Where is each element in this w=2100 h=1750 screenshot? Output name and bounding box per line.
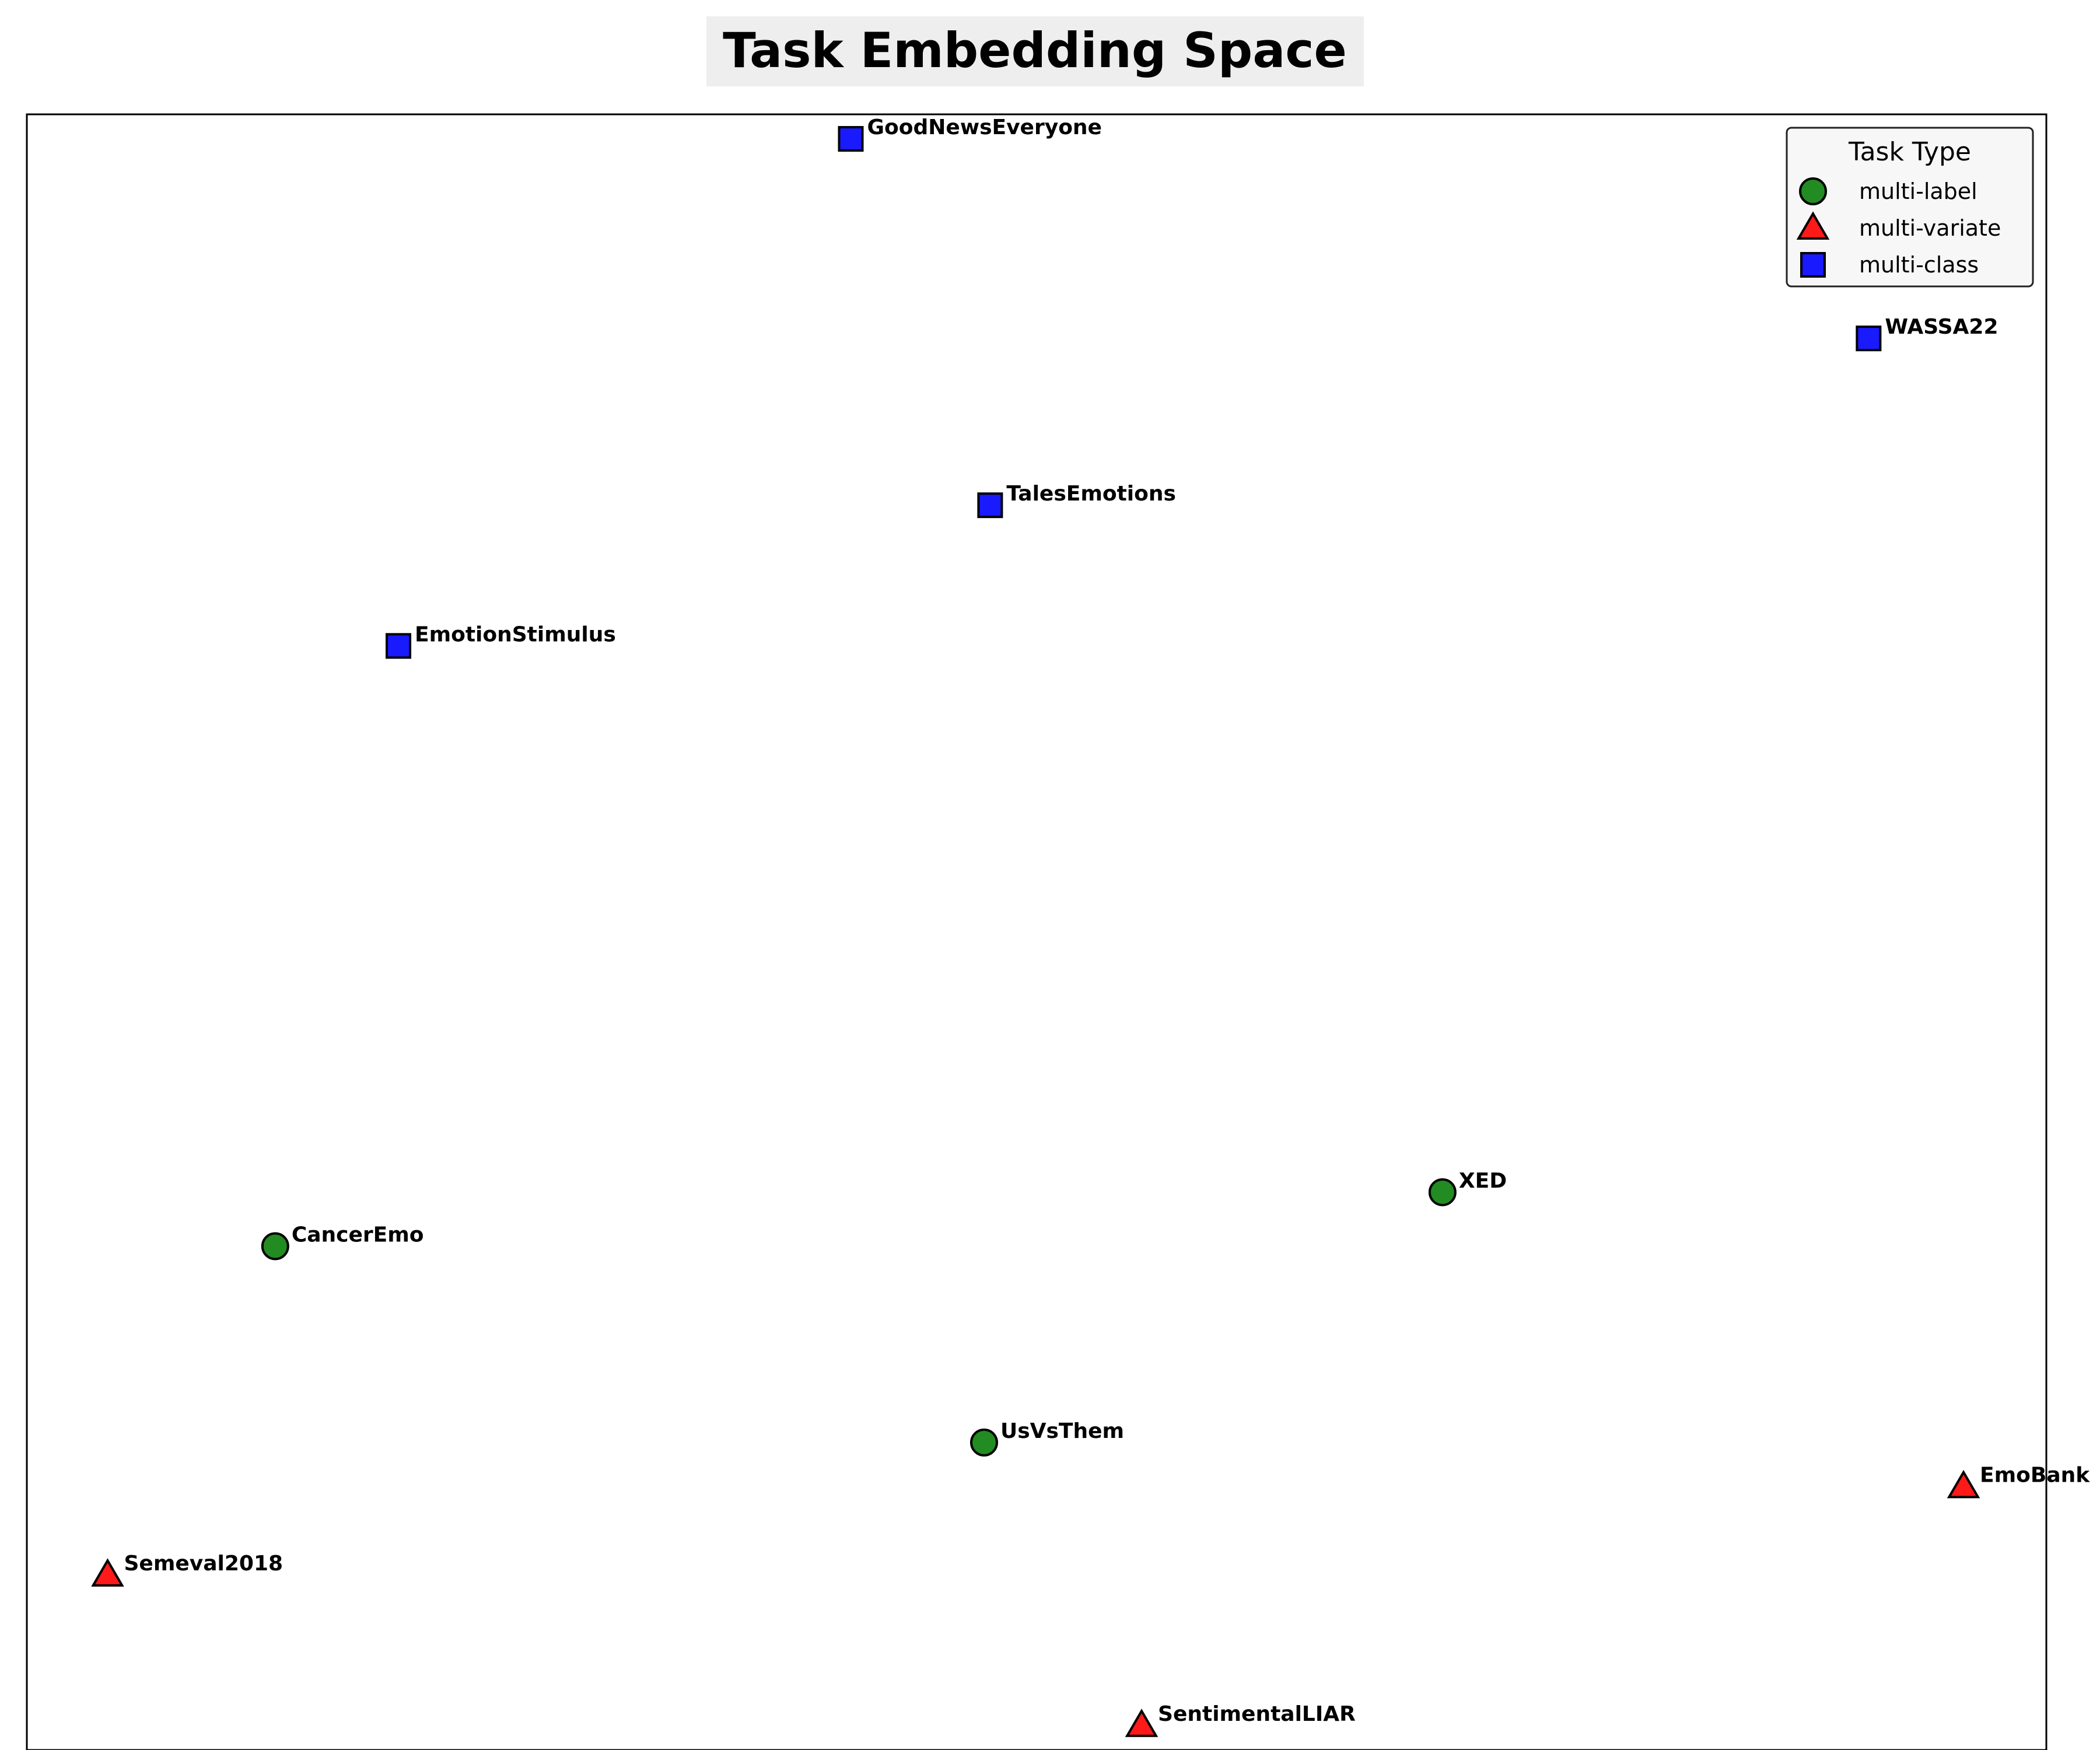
point-label-sentimentalliar: SentimentalLIAR: [1158, 1702, 1356, 1726]
point-label-talesemotions: TalesEmotions: [1006, 482, 1176, 506]
legend-label-multi-variate: multi-variate: [1859, 215, 2001, 241]
point-goodnewseveryone: [838, 126, 864, 152]
title-background: [706, 16, 1364, 86]
legend-marker-multi-label: [1799, 177, 1827, 205]
legend: Task Type multi-labelmulti-variatemulti-…: [1786, 127, 2034, 288]
point-usvsthem: [970, 1428, 998, 1457]
legend-title: Task Type: [1848, 137, 1971, 167]
legend-box: [1786, 127, 2034, 288]
point-label-wassa22: WASSA22: [1885, 315, 1998, 339]
point-label-canceremo: CancerEmo: [292, 1223, 424, 1247]
point-talesemotions: [977, 492, 1003, 519]
plot-area: [26, 113, 2048, 1750]
point-sentimentalliar: [1125, 1709, 1158, 1737]
point-label-emobank: EmoBank: [1980, 1464, 2090, 1488]
point-label-semeval2018: Semeval2018: [124, 1552, 283, 1576]
legend-label-multi-class: multi-class: [1859, 252, 1979, 278]
point-semeval2018: [91, 1558, 124, 1587]
point-wassa22: [1856, 326, 1882, 352]
chart-title: Task Embedding Space: [723, 22, 1347, 79]
legend-label-multi-label: multi-label: [1859, 178, 1978, 204]
point-label-goodnewseveryone: GoodNewsEveryone: [867, 116, 1102, 139]
point-xed: [1428, 1178, 1457, 1206]
legend-marker-multi-class: [1800, 252, 1826, 278]
point-label-xed: XED: [1459, 1169, 1507, 1193]
point-canceremo: [261, 1232, 289, 1261]
points-layer: [91, 126, 1980, 1737]
point-label-usvsthem: UsVsThem: [1000, 1419, 1124, 1443]
point-emobank: [1947, 1469, 1980, 1499]
labels-layer: CancerEmo XED UsVsThem Semeval2018 EmoBank Se…: [124, 116, 2090, 1726]
point-label-emotionstimulus: EmotionStimulus: [415, 622, 616, 646]
legend-entries: multi-label multi-variate multi-class: [1796, 177, 2001, 278]
point-emotionstimulus: [386, 633, 412, 659]
legend-marker-multi-variate: [1796, 211, 1830, 240]
